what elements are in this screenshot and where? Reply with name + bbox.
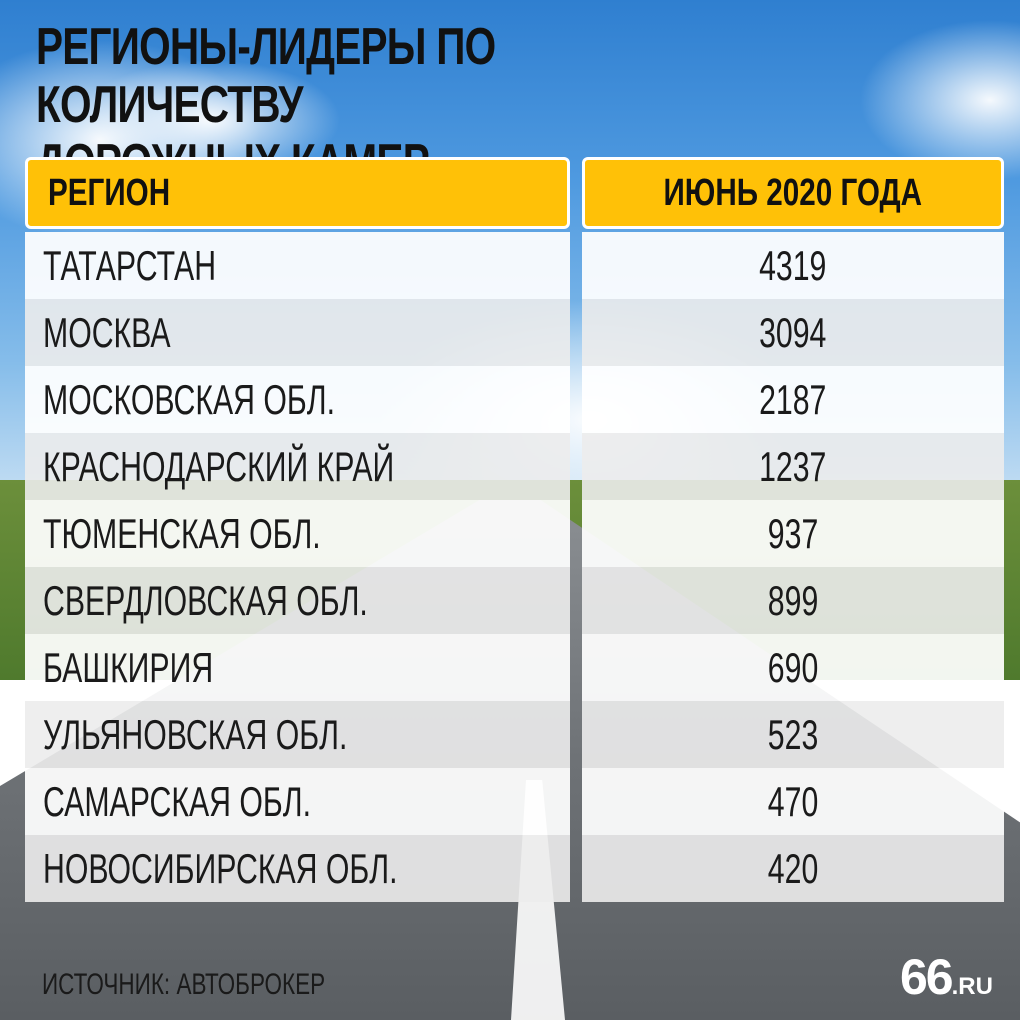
- region-name-cell: Ульяновская обл.: [43, 710, 348, 758]
- table-row-count: 2187: [582, 366, 1004, 433]
- region-name-cell: Москва: [43, 308, 171, 356]
- table-row-count: 4319: [582, 232, 1004, 299]
- region-column: Татарстан Москва Московская обл. Краснодарс…: [25, 232, 570, 902]
- table-row-count: 3094: [582, 299, 1004, 366]
- camera-count-cell: 899: [767, 576, 819, 624]
- camera-count-cell: 937: [767, 509, 819, 557]
- table-row-region: Ульяновская обл.: [25, 701, 570, 768]
- camera-count-cell: 420: [767, 844, 819, 892]
- site-logo: 66 .RU: [900, 948, 993, 1006]
- table-row-region: Башкирия: [25, 634, 570, 701]
- camera-count-cell: 1237: [759, 442, 827, 490]
- camera-count-cell: 690: [767, 643, 819, 691]
- column-header-june-2020-label: Июнь 2020 года: [663, 171, 923, 214]
- table-row-count: 899: [582, 567, 1004, 634]
- title-line-1: Регионы-лидеры по количеству: [36, 18, 496, 134]
- table-row-region: Самарская обл.: [25, 768, 570, 835]
- region-name-cell: Свердловская обл.: [43, 576, 368, 624]
- column-header-june-2020: Июнь 2020 года: [582, 157, 1004, 229]
- camera-count-cell: 4319: [759, 241, 827, 289]
- camera-count-cell: 3094: [759, 308, 827, 356]
- table-row-region: Татарстан: [25, 232, 570, 299]
- count-column: 4319 3094 2187 1237 937 899 690 523 470 420: [582, 232, 1004, 902]
- region-name-cell: Новосибирская обл.: [43, 844, 398, 892]
- source-note: Источник: Автоброкер: [42, 968, 326, 1001]
- table-row-region: Новосибирская обл.: [25, 835, 570, 902]
- region-name-cell: Московская обл.: [43, 375, 335, 423]
- region-name-cell: Тюменская обл.: [43, 509, 321, 557]
- region-name-cell: Башкирия: [43, 643, 214, 691]
- column-header-region: Регион: [25, 157, 570, 229]
- table-row-region: Тюменская обл.: [25, 500, 570, 567]
- table-row-count: 690: [582, 634, 1004, 701]
- region-name-cell: Самарская обл.: [43, 777, 312, 825]
- camera-count-cell: 523: [767, 710, 819, 758]
- table-row-count: 523: [582, 701, 1004, 768]
- table-row-region: Свердловская обл.: [25, 567, 570, 634]
- camera-count-cell: 2187: [759, 375, 827, 423]
- table-row-region: Краснодарский край: [25, 433, 570, 500]
- table-row-count: 1237: [582, 433, 1004, 500]
- table-row-region: Москва: [25, 299, 570, 366]
- region-name-cell: Татарстан: [43, 241, 217, 289]
- region-name-cell: Краснодарский край: [43, 442, 395, 490]
- table-row-count: 470: [582, 768, 1004, 835]
- table-row-count: 420: [582, 835, 1004, 902]
- column-header-region-label: Регион: [48, 171, 171, 214]
- logo-number: 66: [900, 949, 954, 1005]
- camera-count-cell: 470: [767, 777, 819, 825]
- table-row-region: Московская обл.: [25, 366, 570, 433]
- logo-suffix: .RU: [951, 973, 993, 1000]
- table-row-count: 937: [582, 500, 1004, 567]
